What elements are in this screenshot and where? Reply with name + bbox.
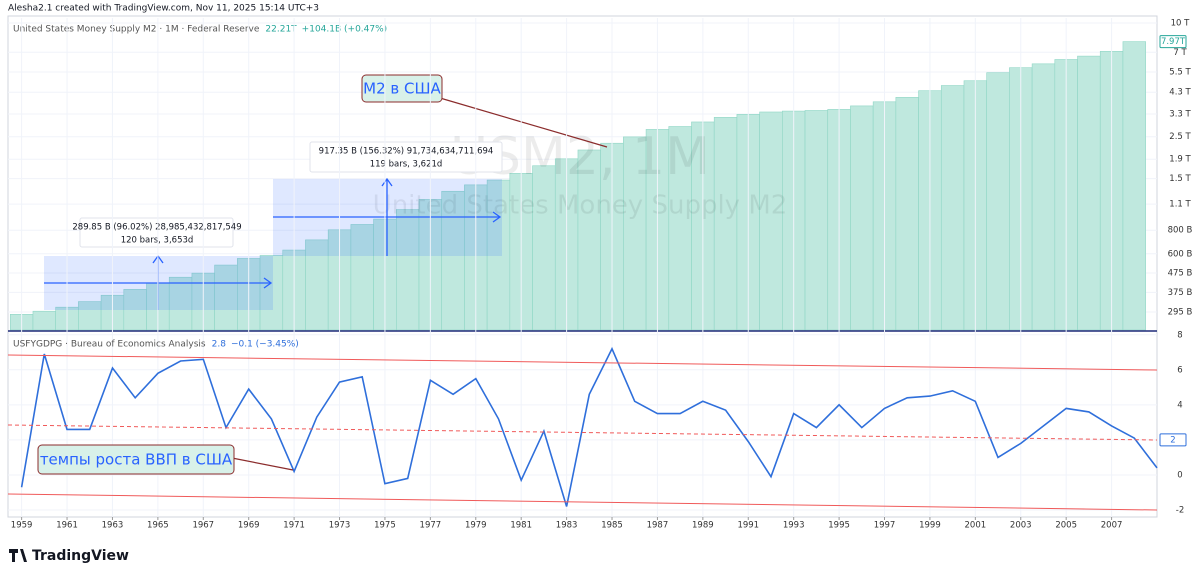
callout-pointer — [231, 457, 294, 471]
x-tick-label: 1995 — [828, 521, 850, 531]
price-marker-box — [1159, 35, 1187, 49]
y-tick-label: 295 B — [1168, 308, 1193, 318]
y-tick-label: 2.5 T — [1169, 132, 1191, 142]
bar — [804, 110, 829, 331]
measure-label: 120 bars, 3,653d — [121, 236, 194, 246]
x-tick-label: 1999 — [919, 521, 941, 531]
legend-change: −0.1 (−3.45%) — [231, 340, 299, 350]
x-tick-label: 1965 — [147, 521, 169, 531]
callout-text: M2 в США — [363, 80, 441, 98]
y-tick-label: 375 B — [1168, 288, 1193, 298]
bar — [713, 117, 738, 331]
bar — [32, 310, 56, 331]
data-line — [20, 346, 1158, 507]
arrow-head — [263, 277, 273, 289]
bar — [895, 97, 919, 331]
x-tick-label: 2007 — [1101, 521, 1123, 531]
x-tick-label: 1985 — [601, 521, 623, 531]
legend-value: 2.8 — [212, 340, 227, 350]
x-tick-label: 1979 — [465, 521, 487, 531]
x-tick-label: 1993 — [783, 521, 805, 531]
credit: Alesha2.1 created with TradingView.com, … — [8, 4, 319, 14]
y-tick-label: 6 — [1177, 365, 1182, 375]
x-tick-label: 2003 — [1010, 521, 1032, 531]
x-tick-label: 1987 — [647, 521, 669, 531]
x-tick-label: 1991 — [737, 521, 759, 531]
x-tick-label: 1963 — [102, 521, 124, 531]
x-tick-label: 1989 — [692, 521, 714, 531]
y-tick-label: 800 B — [1168, 226, 1193, 236]
measure-label: 119 bars, 3,621d — [370, 160, 443, 170]
y-tick-label: 3.3 T — [1169, 109, 1191, 119]
measure-label: 917.35 B (156.32%) 91,734,634,711,694 — [319, 147, 494, 157]
x-tick-label: 1967 — [192, 521, 214, 531]
watermark-name: United States Money Supply M2 — [373, 191, 788, 221]
x-tick-label: 1973 — [329, 521, 351, 531]
y-tick-label: 4 — [1177, 400, 1182, 410]
trend-midline — [7, 424, 1158, 441]
legend-title: USFYGDPG · Bureau of Economics Analysis — [13, 340, 206, 350]
legend-change: +104.1B (+0.47%) — [302, 25, 388, 35]
x-tick-label: 1961 — [56, 521, 78, 531]
x-tick-label: 1977 — [420, 521, 442, 531]
y-tick-label: 600 B — [1168, 249, 1193, 259]
x-tick-label: 1969 — [238, 521, 260, 531]
x-tick-label: 2001 — [965, 521, 987, 531]
bar — [1077, 55, 1101, 331]
x-tick-label: 1981 — [510, 521, 532, 531]
y-tick-label: 0 — [1177, 470, 1182, 480]
x-tick-label: 1959 — [11, 521, 33, 531]
legend-title: United States Money Supply M2 · 1M · Fed… — [13, 25, 260, 35]
bar — [759, 111, 783, 331]
y-tick-label: 8 — [1177, 330, 1182, 340]
y-tick-label: -2 — [1176, 505, 1184, 515]
callout-box — [37, 444, 235, 475]
plot-frame — [7, 15, 1158, 518]
measure-label-box — [79, 217, 234, 248]
logo-text: TradingView — [32, 548, 129, 564]
price-marker-box — [1159, 433, 1187, 447]
bar — [940, 85, 965, 331]
measure-label: 289.85 B (96.02%) 28,985,432,817,549 — [72, 223, 241, 233]
y-tick-label: 1.1 T — [1169, 200, 1191, 210]
y-tick-label: 10 T — [1171, 19, 1191, 29]
y-tick-label: 1.5 T — [1169, 174, 1191, 184]
bar — [850, 105, 874, 331]
y-tick-label: 1.9 T — [1169, 155, 1191, 165]
trend-line — [7, 493, 1158, 511]
trend-line — [7, 354, 1158, 371]
y-tick-label: 7 T — [1173, 48, 1187, 58]
bar — [986, 72, 1010, 331]
x-tick-label: 1983 — [556, 521, 578, 531]
indicator-pane: 8 6 4 2 0 -2 1959 1961 1963 1965 1967 1969 1971 1973 1… — [8, 18, 1187, 531]
price-marker: 2 — [1170, 435, 1175, 445]
callout-box — [361, 74, 443, 103]
logo-mark — [9, 549, 27, 562]
legend-value: 22.21T — [265, 25, 297, 35]
y-tick-label: 475 B — [1168, 268, 1193, 278]
x-tick-label: 2005 — [1055, 521, 1077, 531]
callout-pointer — [439, 97, 608, 148]
price-marker: 7.97T — [1161, 37, 1186, 47]
y-tick-label: 5.5 T — [1169, 68, 1191, 78]
x-tick-label: 1971 — [283, 521, 305, 531]
measure-label-box — [309, 141, 503, 173]
bar — [1031, 63, 1056, 331]
bar — [1122, 41, 1146, 331]
arrow-head — [381, 177, 393, 187]
x-tick-label: 1975 — [374, 521, 396, 531]
callout-text: темпы роста ВВП в США — [40, 451, 233, 469]
x-tick-label: 1997 — [874, 521, 896, 531]
arrow-head — [492, 211, 502, 223]
y-tick-label: 4.3 T — [1169, 88, 1191, 98]
